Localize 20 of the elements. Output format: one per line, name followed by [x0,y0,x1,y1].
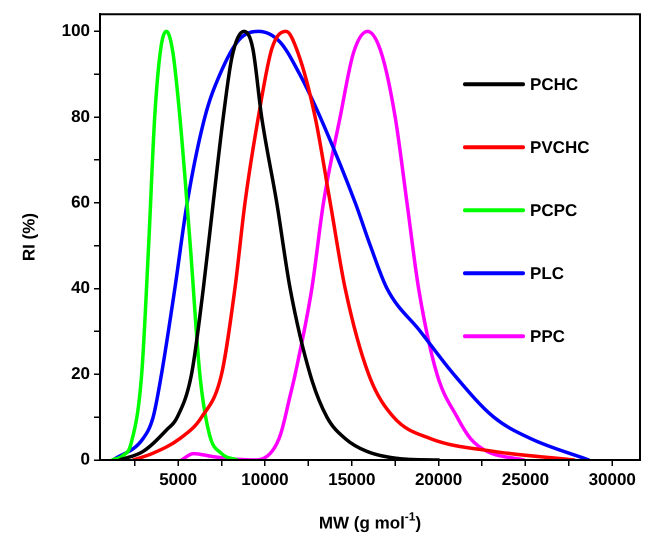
legend-label: PLC [530,264,564,283]
x-tick-label: 5000 [159,470,198,489]
legend-label: PPC [530,326,565,346]
x-tick-label: 25000 [502,470,550,489]
y-tick-label: 100 [62,21,90,40]
y-tick-label: 40 [71,278,90,298]
legend-label: PVCHC [530,138,590,157]
y-tick-label: 20 [71,364,90,383]
line-series [180,30,526,460]
y-axis-title: RI (%) [20,213,39,262]
y-tick-label: 0 [80,450,90,469]
y-tick-label: 80 [71,106,90,126]
x-tick-label: 15000 [328,470,376,489]
x-tick-label: 20000 [414,470,462,489]
y-tick-label: 60 [71,192,90,212]
x-tick-label: 10000 [241,470,289,489]
legend-label: PCHC [530,74,578,94]
line-series [110,30,239,460]
legend-label: PCPC [530,200,578,220]
x-tick-label: 30000 [588,470,636,489]
